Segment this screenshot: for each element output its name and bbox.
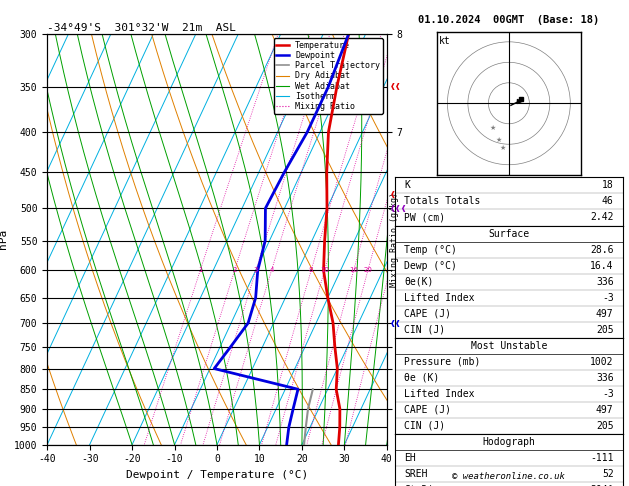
Text: PW (cm): PW (cm) [404,212,445,223]
Text: 46: 46 [602,196,614,207]
Text: kt: kt [439,35,451,46]
Text: θe(K): θe(K) [404,277,433,287]
Text: CAPE (J): CAPE (J) [404,309,451,319]
Text: CAPE (J): CAPE (J) [404,405,451,415]
Text: 4: 4 [269,267,274,274]
Text: -34°49'S  301°32'W  21m  ASL: -34°49'S 301°32'W 21m ASL [47,23,236,33]
Text: Totals Totals: Totals Totals [404,196,481,207]
Text: Mixing Ratio (g/kg): Mixing Ratio (g/kg) [390,192,399,287]
Text: 2: 2 [232,267,237,274]
Text: -3: -3 [602,293,614,303]
Text: 18: 18 [602,180,614,191]
Text: 1: 1 [198,267,203,274]
Text: Dewp (°C): Dewp (°C) [404,260,457,271]
Text: 10: 10 [320,267,329,274]
Text: CIN (J): CIN (J) [404,421,445,431]
Text: θe (K): θe (K) [404,373,440,383]
Text: 28.6: 28.6 [590,244,614,255]
Text: Pressure (mb): Pressure (mb) [404,357,481,367]
Text: SREH: SREH [404,469,428,479]
Text: -3: -3 [602,389,614,399]
Text: 205: 205 [596,421,614,431]
Text: ❰❰: ❰❰ [390,319,402,327]
Text: Temp (°C): Temp (°C) [404,244,457,255]
Text: Most Unstable: Most Unstable [470,341,547,351]
Text: Surface: Surface [488,228,530,239]
Text: 2.42: 2.42 [590,212,614,223]
Text: ❰❰: ❰❰ [390,83,402,90]
Y-axis label: hPa: hPa [0,229,8,249]
Text: K: K [404,180,410,191]
Legend: Temperature, Dewpoint, Parcel Trajectory, Dry Adiabat, Wet Adiabat, Isotherm, Mi: Temperature, Dewpoint, Parcel Trajectory… [274,38,382,114]
Text: 8: 8 [309,267,313,274]
Text: CIN (J): CIN (J) [404,325,445,335]
Text: 336: 336 [596,277,614,287]
Text: 336: 336 [596,373,614,383]
Text: 497: 497 [596,405,614,415]
Text: 205: 205 [596,325,614,335]
Text: © weatheronline.co.uk: © weatheronline.co.uk [452,472,565,481]
Text: ★: ★ [489,125,496,131]
Text: 16: 16 [349,267,358,274]
Text: ❰❰❰: ❰❰❰ [390,205,408,212]
Text: 304°: 304° [590,485,614,486]
Text: 16.4: 16.4 [590,260,614,271]
Text: EH: EH [404,453,416,463]
Text: Hodograph: Hodograph [482,437,535,447]
Text: 497: 497 [596,309,614,319]
Text: ★: ★ [499,145,506,151]
Text: ★: ★ [496,137,502,143]
Text: ❰: ❰ [390,191,396,198]
Text: Lifted Index: Lifted Index [404,293,475,303]
Text: Lifted Index: Lifted Index [404,389,475,399]
Text: 01.10.2024  00GMT  (Base: 18): 01.10.2024 00GMT (Base: 18) [418,15,599,25]
Y-axis label: km
ASL: km ASL [404,230,425,248]
Text: 20: 20 [364,267,372,274]
X-axis label: Dewpoint / Temperature (°C): Dewpoint / Temperature (°C) [126,470,308,480]
Text: 1002: 1002 [590,357,614,367]
Text: StmDir: StmDir [404,485,440,486]
Text: -111: -111 [590,453,614,463]
Text: 52: 52 [602,469,614,479]
Text: 3: 3 [253,267,258,274]
Text: LCL: LCL [394,385,411,395]
